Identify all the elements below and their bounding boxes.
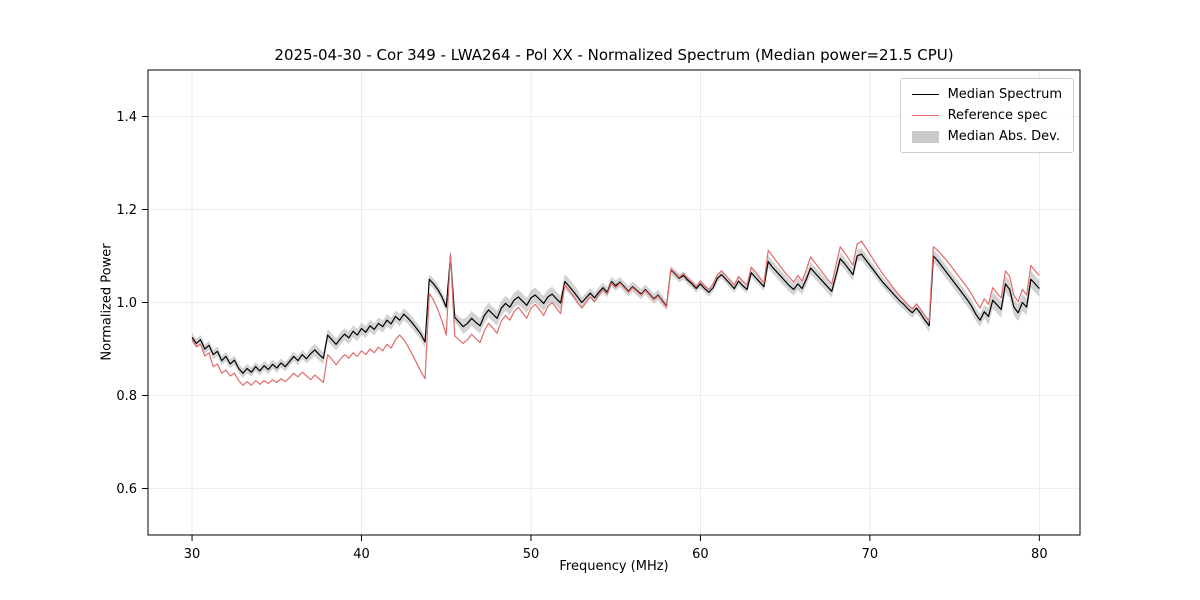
chart-title: 2025-04-30 - Cor 349 - LWA264 - Pol XX -… xyxy=(274,46,954,64)
legend-item-mad: Median Abs. Dev. xyxy=(911,129,1062,144)
tick-marks xyxy=(142,116,1040,541)
x-axis-label: Frequency (MHz) xyxy=(559,559,669,574)
mad-band-swatch xyxy=(911,130,939,143)
y-tick-label: 1.2 xyxy=(116,203,137,218)
legend-item-reference: Reference spec xyxy=(911,108,1062,123)
median-spectrum-line xyxy=(191,253,1040,374)
reference-spec-line xyxy=(191,240,1040,386)
y-tick-label: 1.0 xyxy=(116,296,137,311)
y-tick-label: 1.4 xyxy=(116,110,137,125)
x-tick-label: 30 xyxy=(184,547,201,562)
legend-label-reference: Reference spec xyxy=(947,108,1048,123)
x-tick-label: 80 xyxy=(1031,547,1048,562)
legend-label-median: Median Spectrum xyxy=(947,87,1062,102)
x-tick-label: 50 xyxy=(523,547,540,562)
legend-item-median: Median Spectrum xyxy=(911,87,1062,102)
x-tick-label: 70 xyxy=(862,547,879,562)
grid-lines xyxy=(148,70,1080,535)
legend: Median Spectrum Reference spec Median Ab… xyxy=(899,78,1074,153)
x-tick-label: 60 xyxy=(692,547,709,562)
y-tick-label: 0.8 xyxy=(116,389,137,404)
y-tick-label: 0.6 xyxy=(116,482,137,497)
reference-line-swatch xyxy=(911,115,939,116)
x-tick-label: 40 xyxy=(353,547,370,562)
median-line-swatch xyxy=(911,94,939,95)
legend-label-mad: Median Abs. Dev. xyxy=(947,129,1061,144)
mad-band xyxy=(192,248,1040,378)
